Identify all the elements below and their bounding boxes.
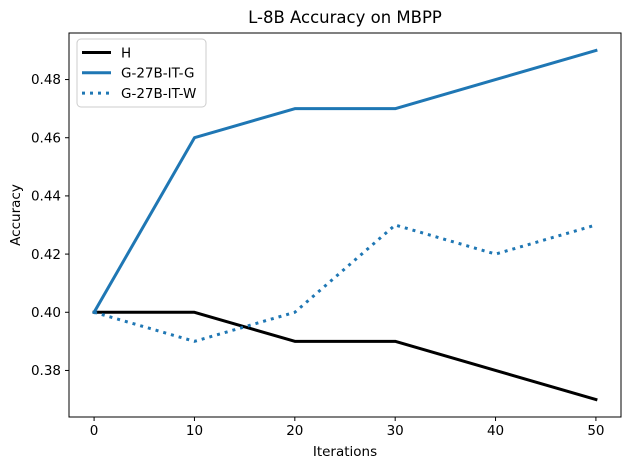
plot-frame (68, 32, 622, 418)
y-tick-label: 0.48 (31, 72, 61, 88)
x-tick-label: 30 (387, 423, 404, 439)
legend-label: G-27B-IT-G (121, 66, 194, 82)
y-tick-label: 0.38 (31, 363, 61, 379)
y-tick-label: 0.40 (31, 305, 61, 321)
legend-item-H: H (82, 45, 131, 61)
legend-label: G-27B-IT-W (121, 86, 196, 102)
chart-title: L-8B Accuracy on MBPP (248, 8, 442, 27)
y-tick-label: 0.44 (31, 189, 61, 205)
legend-item-G-27B-IT-G: G-27B-IT-G (82, 66, 194, 82)
series-line-H (92, 310, 598, 402)
x-tick-label: 10 (186, 423, 203, 439)
x-tick-label: 0 (90, 423, 99, 439)
y-tick-label: 0.46 (31, 130, 61, 146)
series-line-G-27B-IT-W (93, 223, 597, 343)
x-tick-label: 40 (487, 423, 504, 439)
legend-box (76, 38, 207, 108)
legend-label: H (121, 45, 131, 61)
x-axis-label: Iterations (312, 444, 378, 460)
x-tick-label: 20 (286, 423, 303, 439)
y-tick-label: 0.42 (31, 247, 61, 263)
legend-item-G-27B-IT-W: G-27B-IT-W (82, 86, 196, 102)
series-line-G-27B-IT-G (92, 48, 598, 315)
x-tick-label: 50 (587, 423, 604, 439)
